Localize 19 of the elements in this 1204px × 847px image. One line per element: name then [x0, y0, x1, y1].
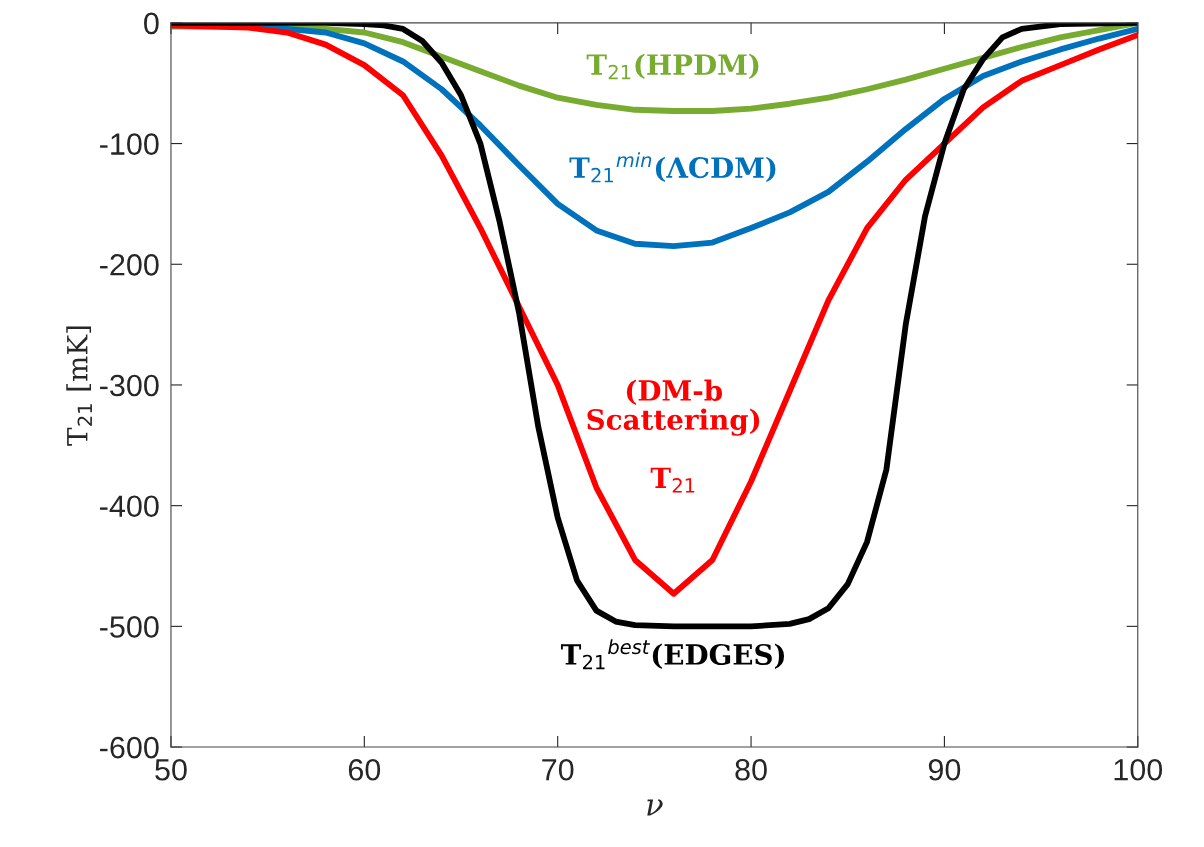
y-tick-label: -500 [100, 616, 159, 638]
y-tick-label: -300 [100, 374, 159, 397]
series-label: (DM-b Scattering) T$_{21}$ [587, 379, 760, 493]
y-tick-label: -400 [100, 495, 159, 518]
y-tick-label: -100 [100, 133, 159, 155]
x-tick-label: 90 [928, 758, 961, 781]
series-label: T$_{21}$(HPDM) [586, 53, 759, 80]
x-tick-label: 100 [1114, 758, 1163, 781]
x-axis-title: ν [647, 799, 663, 816]
y-axis-title: T$_{21}$ [mK] [66, 326, 92, 446]
x-tick-label: 60 [348, 758, 381, 781]
y-tick-label: 0 [144, 12, 159, 35]
series-label: T$_{21}$$^{min}$(ΛCDM) [569, 152, 776, 183]
y-tick-label: -600 [100, 736, 159, 759]
x-tick-label: 70 [542, 758, 574, 781]
x-tick-label: 50 [155, 758, 187, 781]
y-tick-label: -200 [100, 254, 159, 276]
series-label: T$_{21}$$^{best}$(EDGES) [560, 639, 785, 670]
x-tick-label: 80 [735, 758, 767, 781]
